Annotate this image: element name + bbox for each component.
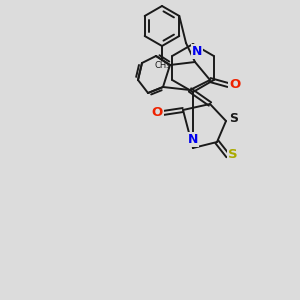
Text: N: N bbox=[188, 133, 198, 146]
Text: O: O bbox=[230, 79, 241, 92]
Text: O: O bbox=[152, 106, 163, 119]
Text: N: N bbox=[192, 45, 202, 58]
Text: S: S bbox=[230, 112, 238, 125]
Text: CH₃: CH₃ bbox=[154, 61, 170, 70]
Text: S: S bbox=[228, 148, 238, 161]
